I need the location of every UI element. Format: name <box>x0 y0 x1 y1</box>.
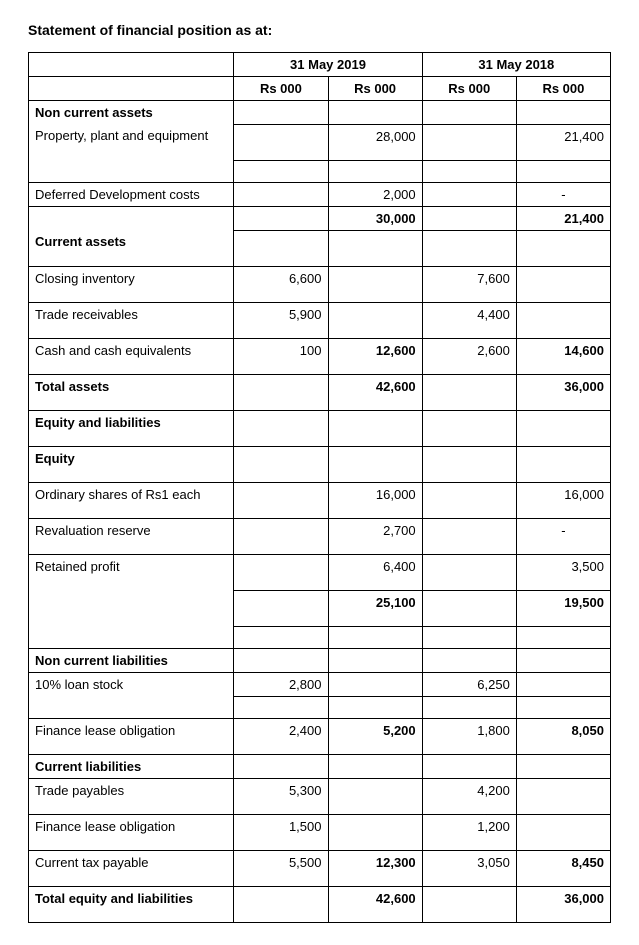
row-nca-total: 30,000 21,400 <box>29 206 611 230</box>
section-equity: Equity <box>29 446 611 482</box>
section-equity-liabilities: Equity and liabilities <box>29 410 611 446</box>
row-ppe: Property, plant and equipment 28,000 21,… <box>29 124 611 160</box>
period-2-header: 31 May 2018 <box>422 53 610 77</box>
unit-header-row: Rs 000 Rs 000 Rs 000 Rs 000 <box>29 77 611 101</box>
spacer-row <box>29 696 611 718</box>
row-total-equity-liabilities: Total equity and liabilities 42,600 36,0… <box>29 886 611 922</box>
row-trade-receivables: Trade receivables 5,900 4,400 <box>29 302 611 338</box>
page-title: Statement of financial position as at: <box>28 22 611 38</box>
row-loan-stock: 10% loan stock 2,800 6,250 <box>29 672 611 696</box>
row-deferred-dev: Deferred Development costs 2,000 - <box>29 182 611 206</box>
row-trade-payables: Trade payables 5,300 4,200 <box>29 778 611 814</box>
section-non-current-liabilities: Non current liabilities <box>29 648 611 672</box>
section-non-current-assets: Non current assets <box>29 101 611 125</box>
section-current-liabilities: Current liabilities <box>29 754 611 778</box>
period-1-header: 31 May 2019 <box>234 53 422 77</box>
row-finance-lease-c: Finance lease obligation 1,500 1,200 <box>29 814 611 850</box>
spacer-row <box>29 160 611 182</box>
unit-label: Rs 000 <box>234 77 328 101</box>
row-cash: Cash and cash equivalents 100 12,600 2,6… <box>29 338 611 374</box>
row-total-assets: Total assets 42,600 36,000 <box>29 374 611 410</box>
period-header-row: 31 May 2019 31 May 2018 <box>29 53 611 77</box>
unit-label: Rs 000 <box>422 77 516 101</box>
unit-label: Rs 000 <box>516 77 610 101</box>
row-retained-profit: Retained profit 6,400 3,500 <box>29 554 611 590</box>
row-current-tax: Current tax payable 5,500 12,300 3,050 8… <box>29 850 611 886</box>
row-inventory: Closing inventory 6,600 7,600 <box>29 266 611 302</box>
row-revaluation-reserve: Revaluation reserve 2,700 - <box>29 518 611 554</box>
row-finance-lease-nc: Finance lease obligation 2,400 5,200 1,8… <box>29 718 611 754</box>
financial-position-table: 31 May 2019 31 May 2018 Rs 000 Rs 000 Rs… <box>28 52 611 923</box>
row-ordinary-shares: Ordinary shares of Rs1 each 16,000 16,00… <box>29 482 611 518</box>
row-equity-total: 25,100 19,500 <box>29 590 611 626</box>
spacer-row <box>29 626 611 648</box>
section-current-assets: Current assets <box>29 230 611 266</box>
unit-label: Rs 000 <box>328 77 422 101</box>
